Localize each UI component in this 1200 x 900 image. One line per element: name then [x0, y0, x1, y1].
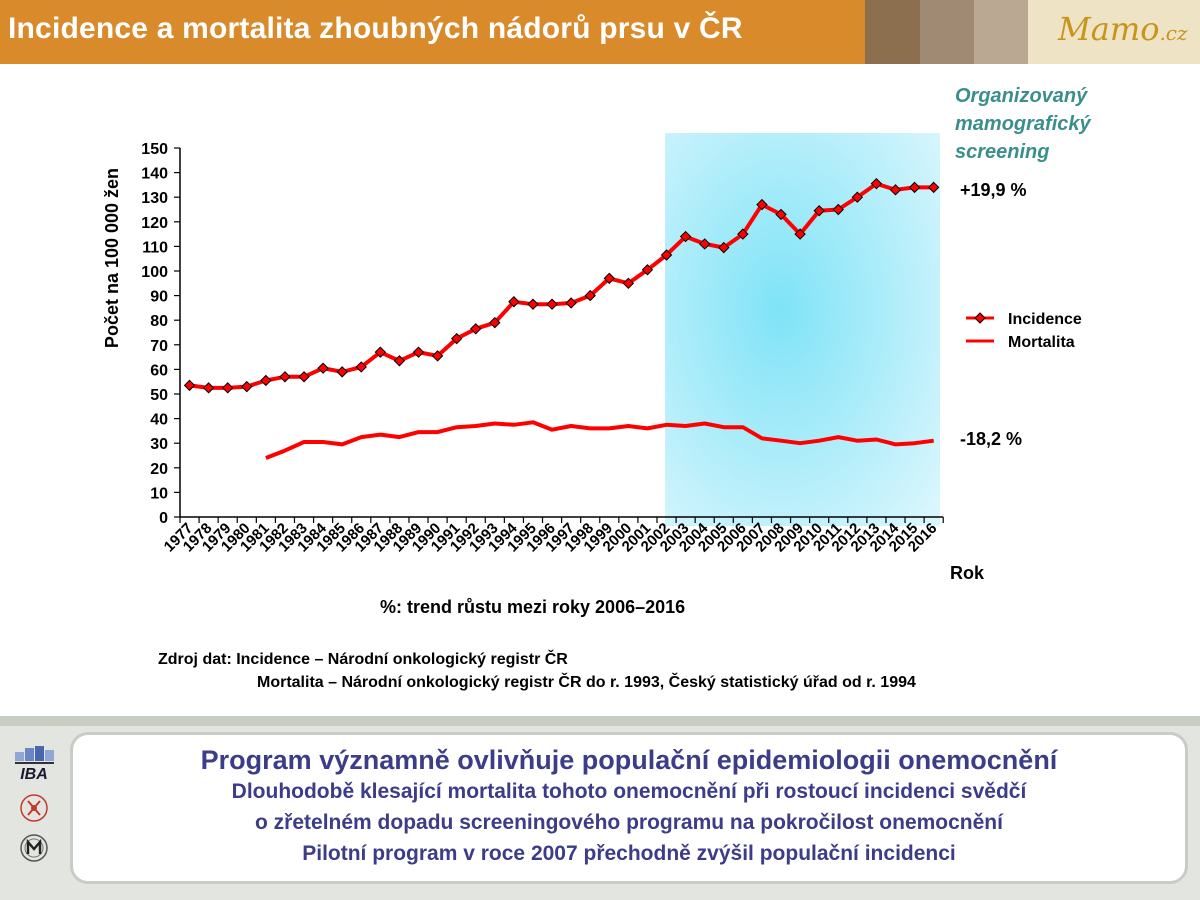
iba-logo-icon[interactable]: IBA	[12, 746, 56, 866]
brand-logo-box	[1028, 0, 1200, 64]
data-point	[775, 208, 787, 221]
data-point	[718, 241, 730, 254]
y-tick-label: 50	[150, 387, 168, 404]
y-tick-label: 90	[150, 289, 168, 306]
data-source: Zdroj dat: Incidence – Národní onkologic…	[158, 648, 916, 694]
callout-line: o zřetelném dopadu screeningového progra…	[255, 811, 1003, 834]
title-bar: Incidence a mortalita zhoubných nádorů p…	[0, 0, 865, 64]
y-tick-label: 10	[150, 485, 168, 502]
series-incidence	[183, 177, 940, 394]
y-tick-label: 0	[159, 510, 168, 527]
series-mortalita	[265, 420, 934, 460]
source-line-mortality: Mortalita – Národní onkologický registr …	[257, 674, 916, 691]
data-point	[832, 203, 844, 216]
data-point	[489, 316, 501, 329]
header-swatch	[865, 0, 920, 64]
data-point	[546, 298, 558, 310]
data-point	[870, 177, 883, 190]
mortality-trend-label: -18,2 %	[960, 429, 1023, 449]
screening-band	[665, 133, 940, 526]
data-point	[317, 362, 329, 374]
y-tick-label: 60	[150, 362, 168, 379]
header: Incidence a mortalita zhoubných nádorů p…	[0, 0, 1200, 64]
series-line-mortalita	[265, 420, 934, 460]
data-point	[889, 184, 902, 196]
data-point	[470, 323, 482, 335]
data-point	[813, 205, 825, 217]
x-axis-label: Rok	[950, 563, 985, 583]
data-point	[679, 230, 692, 243]
y-tick-label: 100	[141, 264, 168, 281]
y-tick-label: 80	[150, 313, 168, 330]
callout-line: Dlouhodobě klesající mortalita tohoto on…	[231, 780, 1027, 803]
brand-logo-main: Mamo	[1058, 10, 1160, 48]
data-point	[565, 297, 577, 309]
medical-emblem-icon	[20, 794, 48, 822]
data-point	[221, 382, 234, 394]
y-tick-label: 110	[142, 239, 168, 256]
trend-note: %: trend růstu mezi roky 2006–2016	[380, 597, 686, 617]
data-point	[279, 371, 291, 383]
callout-line: Pilotní program v roce 2007 přechodně zv…	[302, 842, 956, 865]
university-seal-icon	[20, 834, 48, 862]
data-point	[412, 346, 425, 358]
y-axis: 0 10 20 30 40 50 60 70 80 90 100 110 120 130 140 150	[141, 141, 181, 527]
data-point	[508, 296, 520, 308]
data-point	[431, 350, 444, 362]
data-point	[241, 380, 253, 393]
data-point	[393, 355, 406, 367]
y-tick-label: 20	[150, 461, 168, 478]
y-tick-label: 70	[150, 338, 168, 355]
callout-title: Program významně ovlivňuje populační epi…	[200, 745, 1058, 775]
data-point	[794, 228, 806, 240]
incidence-trend-label: +19,9 %	[960, 180, 1027, 200]
conclusion-callout: Program významně ovlivňuje populační epi…	[70, 732, 1188, 884]
data-point	[756, 198, 768, 211]
header-swatch	[920, 0, 974, 64]
legend: Incidence Mortalita	[966, 311, 1082, 351]
data-point	[355, 361, 367, 373]
data-point	[660, 249, 673, 261]
series-layer	[183, 177, 940, 460]
y-tick-label: 120	[141, 215, 168, 232]
screening-label-text: Organizovaný mamografický screening	[955, 85, 1091, 163]
legend-label-mortalita: Mortalita	[1008, 334, 1075, 351]
y-axis-label: Počet na 100 000 žen	[102, 168, 122, 348]
data-point	[737, 228, 749, 240]
y-tick-label: 150	[141, 141, 168, 158]
data-point	[183, 379, 196, 392]
y-tick-label: 30	[150, 436, 168, 453]
data-point	[851, 191, 864, 203]
data-point	[908, 181, 921, 194]
data-point	[336, 366, 348, 378]
y-tick-label: 140	[141, 166, 168, 183]
data-point	[450, 332, 463, 345]
source-line-incidence: Zdroj dat: Incidence – Národní onkologic…	[158, 651, 568, 668]
data-point	[622, 277, 635, 290]
partner-logos: IBA	[12, 746, 56, 866]
data-point	[374, 346, 387, 358]
data-point	[641, 264, 654, 276]
brand-logo[interactable]: Mamo.cz	[1058, 10, 1188, 48]
series-line-incidence	[189, 181, 934, 390]
data-point	[584, 289, 596, 302]
header-swatch	[974, 0, 1028, 64]
iba-logo-text: IBA	[20, 766, 48, 783]
data-point	[260, 374, 272, 387]
y-tick-label: 130	[141, 190, 168, 207]
page-title: Incidence a mortalita zhoubných nádorů p…	[8, 12, 743, 45]
data-point	[202, 382, 215, 394]
legend-marker	[974, 312, 986, 324]
brand-logo-tld: .cz	[1159, 21, 1188, 45]
footer-divider	[0, 716, 1200, 726]
screening-band-label: Organizovaný mamografický screening	[955, 82, 1125, 166]
data-point	[698, 238, 711, 250]
legend-label-incidence: Incidence	[1008, 311, 1082, 328]
data-point	[603, 272, 616, 285]
data-point	[298, 371, 310, 383]
data-point	[927, 181, 940, 194]
y-tick-label: 40	[150, 412, 168, 429]
data-point	[527, 298, 539, 310]
